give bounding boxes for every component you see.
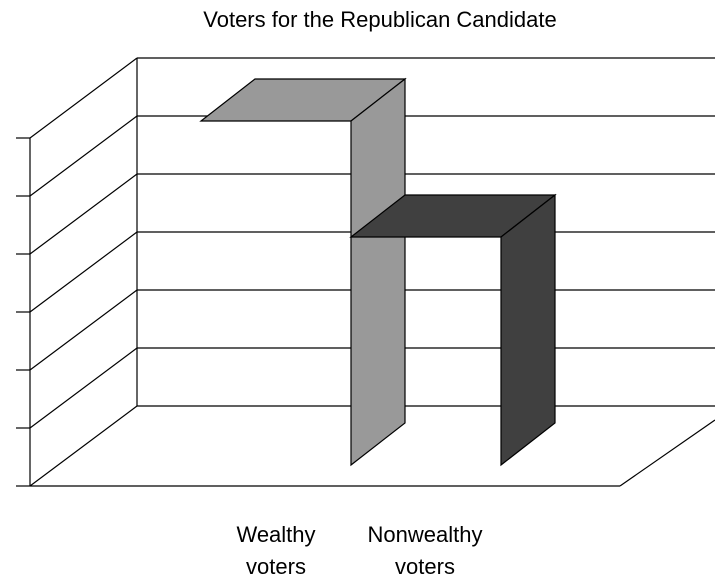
gridlines [29, 57, 715, 487]
floor-right-edge [619, 419, 715, 487]
bar-wealthy-voters-side [350, 77, 406, 467]
bars [199, 77, 557, 467]
chart-title: Voters for the Republican Candidate [203, 7, 556, 32]
x-axis-categories: Wealthy voters Nonwealthy voters [236, 522, 482, 579]
gridline-side [29, 173, 138, 255]
y-axis-ticks [16, 137, 30, 487]
x-axis-label: Nonwealthy [368, 522, 483, 547]
floor-left-edge [29, 405, 138, 487]
side-wall-top-edge [29, 57, 138, 139]
x-axis-label: Wealthy [236, 522, 315, 547]
gridline-side [29, 231, 138, 313]
x-axis-label: voters [246, 554, 306, 579]
gridline-side [29, 347, 138, 429]
x-axis-label: voters [395, 554, 455, 579]
gridline-side [29, 115, 138, 197]
bar-nonwealthy-voters-side [500, 193, 556, 467]
gridline-side [29, 289, 138, 371]
